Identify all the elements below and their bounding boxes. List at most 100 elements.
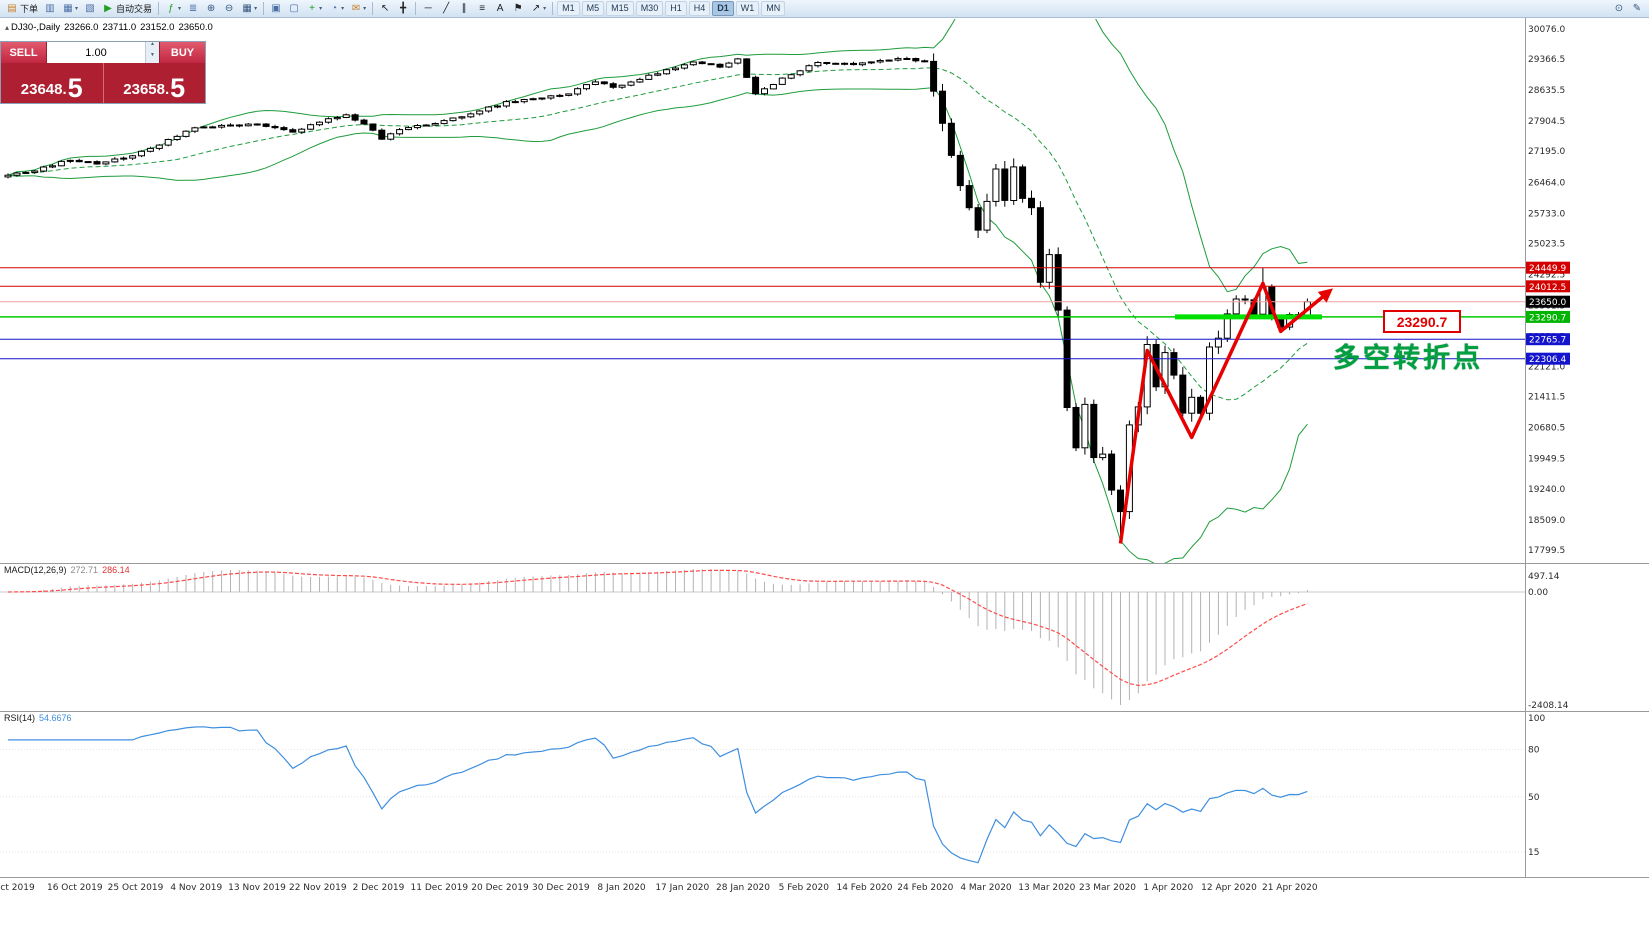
horizontal-line-icon: ─ — [424, 3, 432, 14]
cascade-windows-button[interactable]: ▢ — [285, 0, 303, 17]
timeframe-d1-button[interactable]: D1 — [712, 1, 734, 16]
dropdown-arrow-icon: ▾ — [254, 6, 258, 12]
one-click-trading-panel: SELL ▲ ▼ BUY 23648.5 23658.5 — [0, 41, 206, 104]
chart-open-value: 23266.0 — [64, 22, 99, 33]
svg-text:0.00: 0.00 — [1528, 588, 1548, 598]
svg-text:25 Oct 2019: 25 Oct 2019 — [108, 883, 164, 893]
label-tool-icon: ⚑ — [513, 3, 523, 14]
cascade-windows-icon: ▢ — [289, 3, 299, 14]
timeframe-mn-button[interactable]: MN — [761, 1, 786, 16]
search-icon: ⊙ — [1614, 3, 1624, 14]
chart-grid-icon: ▦ — [242, 3, 252, 14]
timeframe-m1-button[interactable]: M1 — [557, 1, 580, 16]
toolbar-separator — [552, 2, 554, 15]
buy-button[interactable]: BUY — [159, 42, 205, 63]
volume-stepper[interactable]: ▲ ▼ — [145, 42, 159, 63]
chart-window[interactable]: 30076.0 29366.5 28635.5 27904.5 27195.0 26464… — [0, 18, 1649, 943]
buy-price[interactable]: 23658. 5 — [104, 63, 206, 103]
macd-indicator-label: MACD(12,26,9) 272.71 286.14 — [4, 565, 134, 575]
sell-button[interactable]: SELL — [1, 42, 47, 63]
cursor-button[interactable]: ↖ — [376, 0, 394, 17]
timeframe-m30-button[interactable]: M30 — [635, 1, 664, 16]
svg-text:19949.5: 19949.5 — [1528, 455, 1565, 465]
price-level-callout[interactable]: 23290.7 — [1383, 310, 1461, 333]
chart-canvas[interactable]: 30076.0 29366.5 28635.5 27904.5 27195.0 26464… — [0, 18, 1649, 943]
indicators-button[interactable]: ƒ ▾ — [162, 0, 184, 17]
svg-text:29366.5: 29366.5 — [1528, 55, 1565, 65]
text-tool-button[interactable]: A — [491, 0, 509, 17]
templates-button[interactable]: ✉ ▾ — [347, 0, 369, 17]
buy-price-main: 23658. — [123, 81, 170, 98]
chart-low-value: 23152.0 — [140, 22, 175, 33]
arrows-tool-button[interactable]: ↗ ▾ — [527, 0, 549, 17]
dropdown-arrow-icon: ▾ — [75, 6, 79, 12]
autotrading-button[interactable]: ▶ 自动交易 — [99, 0, 155, 17]
toolbar-separator — [415, 2, 417, 15]
svg-text:5 Feb 2020: 5 Feb 2020 — [779, 883, 830, 893]
market-watch-icon: ▧ — [85, 3, 95, 14]
svg-text:28635.5: 28635.5 — [1528, 86, 1565, 96]
edit-button[interactable]: ✎ — [1628, 0, 1646, 17]
chart-symbol: DJ30-,Daily — [11, 22, 61, 33]
svg-text:1 Apr 2020: 1 Apr 2020 — [1143, 883, 1193, 893]
svg-text:24449.9: 24449.9 — [1529, 264, 1566, 274]
rsi-value: 54.6676 — [39, 713, 72, 723]
period-button[interactable]: ◔ ▾ — [325, 0, 347, 17]
svg-text:30 Dec 2019: 30 Dec 2019 — [532, 883, 590, 893]
chart-grid-button[interactable]: ▦ ▾ — [238, 0, 260, 17]
crosshair-icon: ╋ — [400, 3, 407, 14]
oneclick-toggle-icon[interactable]: ▴ — [5, 23, 10, 32]
new-order-button[interactable]: ▤ 下单 — [3, 0, 41, 17]
label-tool-button[interactable]: ⚑ — [509, 0, 527, 17]
market-watch-button[interactable]: ▧ — [81, 0, 99, 17]
zoom-in-icon: ⊕ — [206, 3, 216, 14]
svg-text:22 Nov 2019: 22 Nov 2019 — [289, 883, 347, 893]
stepper-down-icon[interactable]: ▼ — [146, 52, 159, 63]
chart-window-icon: ▥ — [45, 3, 55, 14]
svg-text:24292.5: 24292.5 — [1528, 270, 1565, 280]
svg-text:20 Dec 2019: 20 Dec 2019 — [471, 883, 529, 893]
toolbar-separator — [158, 2, 160, 15]
zoom-out-button[interactable]: ⊖ — [220, 0, 238, 17]
zoom-in-button[interactable]: ⊕ — [202, 0, 220, 17]
crosshair-button[interactable]: ╋ — [394, 0, 412, 17]
search-button[interactable]: ⊙ — [1610, 0, 1628, 17]
svg-text:21 Apr 2020: 21 Apr 2020 — [1262, 883, 1318, 893]
timeframe-h1-button[interactable]: H1 — [665, 1, 687, 16]
volume-input[interactable] — [47, 42, 145, 63]
svg-text:11 Dec 2019: 11 Dec 2019 — [411, 883, 469, 893]
profiles-icon: ▦ — [63, 3, 73, 14]
new-order-button-label: 下单 — [20, 4, 39, 14]
timeframe-m15-button[interactable]: M15 — [606, 1, 634, 16]
svg-text:25733.0: 25733.0 — [1528, 209, 1565, 219]
svg-text:17799.5: 17799.5 — [1528, 546, 1565, 556]
zoom-out-icon: ⊖ — [224, 3, 234, 14]
horizontal-line-button[interactable]: ─ — [419, 0, 437, 17]
channel-button[interactable]: ∥ — [455, 0, 473, 17]
new-order-icon: ▤ — [7, 3, 17, 14]
volume-box: ▲ ▼ — [47, 42, 159, 63]
trendline-button[interactable]: ╱ — [437, 0, 455, 17]
trendline-icon: ╱ — [443, 3, 450, 14]
stepper-up-icon[interactable]: ▲ — [146, 42, 159, 53]
dropdown-arrow-icon: ▾ — [363, 6, 367, 12]
chart-window-button[interactable]: ▥ — [41, 0, 59, 17]
fibonacci-button[interactable]: ≡ — [473, 0, 491, 17]
tile-windows-button[interactable]: ▣ — [267, 0, 285, 17]
profiles-button[interactable]: ▦ ▾ — [59, 0, 81, 17]
timeframe-m5-button[interactable]: M5 — [581, 1, 605, 16]
svg-text:16 Oct 2019: 16 Oct 2019 — [47, 883, 103, 893]
svg-text:23 Mar 2020: 23 Mar 2020 — [1079, 883, 1136, 893]
new-chart-button[interactable]: + ▾ — [303, 0, 325, 17]
timeframe-h4-button[interactable]: H4 — [688, 1, 711, 16]
objects-list-button[interactable]: ≣ — [184, 0, 202, 17]
svg-text:23290.7: 23290.7 — [1529, 313, 1566, 323]
dropdown-arrow-icon: ▾ — [543, 6, 547, 12]
timeframe-w1-button[interactable]: W1 — [735, 1, 760, 16]
sell-price[interactable]: 23648. 5 — [1, 63, 104, 103]
chart-high-value: 23711.0 — [102, 22, 137, 33]
svg-text:-2408.14: -2408.14 — [1528, 701, 1569, 711]
svg-text:2 Dec 2019: 2 Dec 2019 — [353, 883, 405, 893]
svg-text:4 Mar 2020: 4 Mar 2020 — [960, 883, 1012, 893]
cursor-icon: ↖ — [380, 3, 390, 14]
